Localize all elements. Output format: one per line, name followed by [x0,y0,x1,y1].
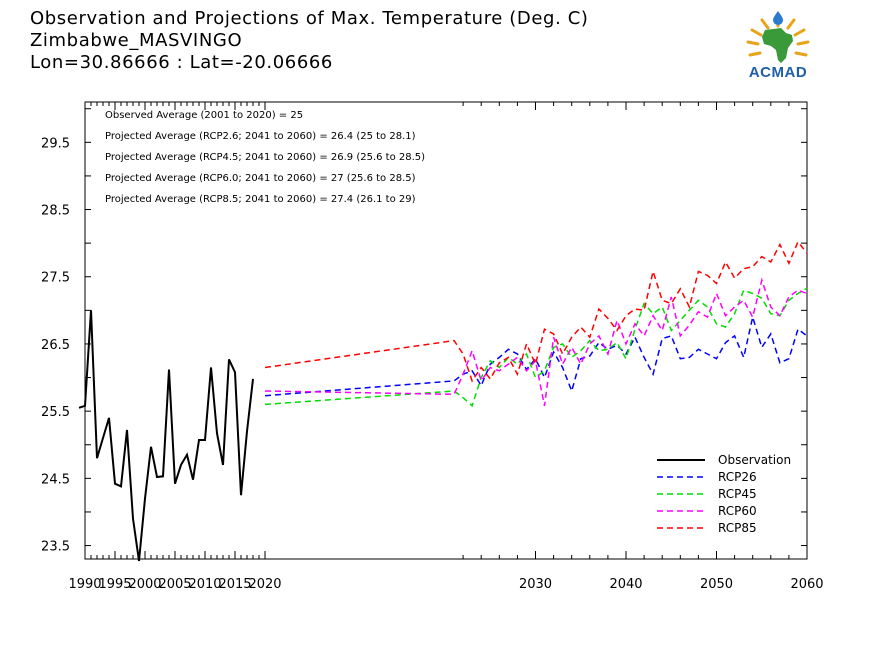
series-line-rcp85 [264,240,808,383]
y-tick-label: 27.5 [41,271,70,286]
coordinates-label: Lon=30.86666 : Lat=-20.06666 [30,52,333,73]
x-tick-label: 2030 [519,577,552,592]
series-line-rcp60 [264,277,808,406]
legend-label-rcp26: RCP26 [718,470,757,484]
x-tick-label: 2020 [248,577,281,592]
plot-frame [84,101,808,560]
y-tick-label: 24.5 [41,472,70,487]
x-tick-label: 2050 [700,577,733,592]
annotation-rcp45-average: Projected Average (RCP4.5; 2041 to 2060)… [105,152,425,163]
y-tick-label: 29.5 [41,136,70,151]
annotation-rcp85-average: Projected Average (RCP8.5; 2041 to 2060)… [105,194,416,205]
x-tick-label: 2005 [158,577,191,592]
annotation-block: Observed Average (2001 to 2020) = 25 Pro… [105,110,425,205]
legend-label-rcp45: RCP45 [718,487,757,501]
axis-ticks: 23.5 24.5 25.5 26.5 27.5 28.5 29.5 199019952000… [41,102,824,592]
africa-map-icon [746,11,810,63]
x-tick-label: 2000 [128,577,161,592]
y-tick-label: 28.5 [41,204,70,219]
annotation-rcp60-average: Projected Average (RCP6.0; 2041 to 2060)… [105,173,416,184]
x-tick-label: 1995 [98,577,131,592]
x-tick-label: 2015 [218,577,251,592]
series-line-rcp26 [264,314,808,397]
logo-text: ACMAD [748,64,808,81]
series-line-observation [78,310,254,562]
legend-label-observation: Observation [718,453,791,467]
x-tick-label: 2010 [188,577,221,592]
series-line-rcp45 [264,287,808,408]
x-tick-label: 1990 [68,577,101,592]
legend-label-rcp60: RCP60 [718,504,757,518]
legend: Observation RCP26 RCP45 RCP60 RCP85 [657,453,791,535]
annotation-observed-average: Observed Average (2001 to 2020) = 25 [105,110,303,121]
x-tick-label: 2060 [790,577,823,592]
chart-title: Observation and Projections of Max. Temp… [30,8,589,29]
x-tick-label: 2040 [609,577,642,592]
title-block: Observation and Projections of Max. Temp… [30,8,589,74]
location-label: Zimbabwe_MASVINGO [30,30,243,51]
annotation-rcp26-average: Projected Average (RCP2.6; 2041 to 2060)… [105,131,416,142]
y-tick-label: 23.5 [41,540,70,555]
series-lines [78,240,808,562]
y-tick-label: 25.5 [41,405,70,420]
y-tick-label: 26.5 [41,338,70,353]
acmad-logo: ACMAD [738,8,818,84]
legend-label-rcp85: RCP85 [718,521,757,535]
